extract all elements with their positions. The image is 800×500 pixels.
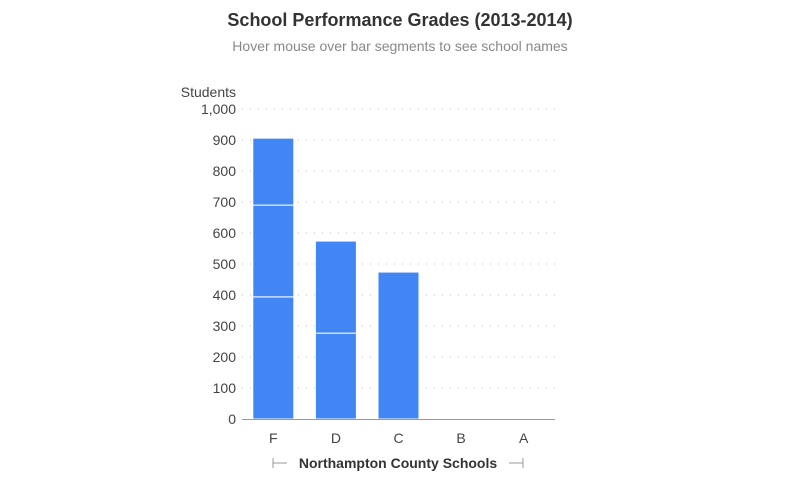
y-tick-label: 900 [213, 132, 237, 148]
x-tick-label: A [519, 430, 529, 446]
axis-label-left-bracket-icon [272, 458, 287, 468]
y-tick-label: 800 [213, 163, 237, 179]
y-tick-label: 700 [213, 194, 237, 210]
chart-title: School Performance Grades (2013-2014) [227, 10, 573, 30]
bar-segment[interactable] [252, 296, 295, 420]
y-tick-label: 200 [213, 349, 237, 365]
axis-label-right-bracket-icon [509, 458, 524, 468]
x-tick-label: C [393, 430, 403, 446]
bar-segment[interactable] [377, 271, 420, 420]
bar-segment[interactable] [252, 204, 295, 298]
x-tick-label: D [331, 430, 341, 446]
y-tick-label: 100 [213, 380, 237, 396]
chart-subtitle: Hover mouse over bar segments to see sch… [232, 38, 568, 54]
bar-segment[interactable] [314, 332, 357, 420]
y-axis-label: Students [181, 84, 236, 100]
y-tick-label: 1,000 [201, 101, 236, 117]
y-tick-label: 0 [228, 411, 236, 427]
bar-segment[interactable] [252, 137, 295, 206]
y-tick-label: 300 [213, 318, 237, 334]
y-tick-label: 400 [213, 287, 237, 303]
x-tick-label: F [269, 430, 278, 446]
x-axis-label: Northampton County Schools [299, 455, 498, 471]
y-tick-label: 500 [213, 256, 237, 272]
y-tick-label: 600 [213, 225, 237, 241]
x-tick-label: B [456, 430, 465, 446]
bar-segment[interactable] [314, 240, 357, 334]
